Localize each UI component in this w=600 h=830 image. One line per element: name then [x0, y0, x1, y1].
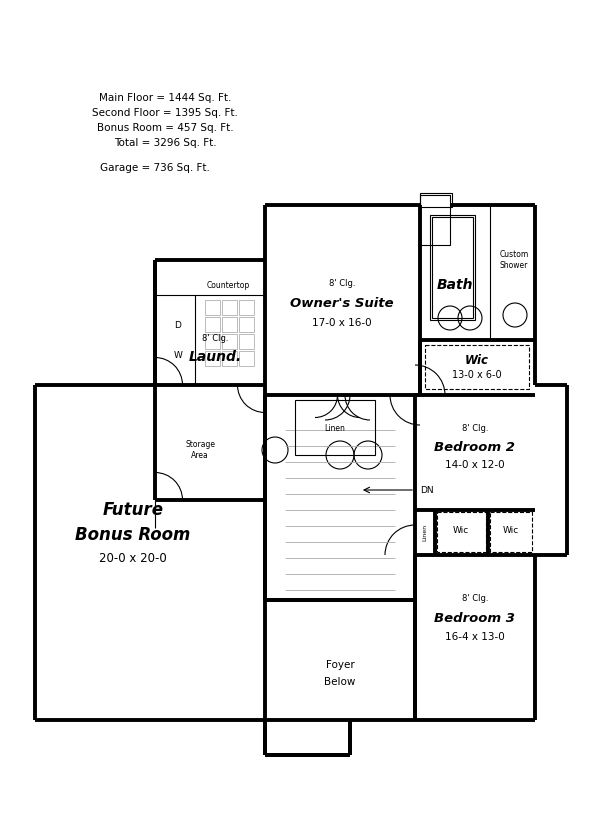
- Text: 8' Clg.: 8' Clg.: [202, 334, 228, 343]
- Text: Second Floor = 1395 Sq. Ft.: Second Floor = 1395 Sq. Ft.: [92, 108, 238, 118]
- Bar: [205, 351, 220, 366]
- Bar: [239, 351, 254, 366]
- Text: D: D: [175, 320, 181, 330]
- Text: Foyer: Foyer: [326, 660, 355, 670]
- Text: Storage
Area: Storage Area: [185, 440, 215, 460]
- Bar: [420, 195, 450, 245]
- Bar: [432, 217, 473, 318]
- Bar: [415, 510, 435, 555]
- Text: Linen: Linen: [325, 423, 346, 432]
- Text: Wic: Wic: [503, 525, 519, 535]
- Text: Bedroom 2: Bedroom 2: [434, 441, 515, 453]
- Text: Wic: Wic: [453, 525, 469, 535]
- Bar: [222, 351, 237, 366]
- Bar: [222, 317, 237, 332]
- Text: Future: Future: [103, 501, 163, 519]
- Bar: [420, 193, 452, 207]
- Bar: [239, 300, 254, 315]
- Text: Garage = 736 Sq. Ft.: Garage = 736 Sq. Ft.: [100, 163, 210, 173]
- Text: 13-0 x 6-0: 13-0 x 6-0: [452, 370, 502, 380]
- Text: Bath: Bath: [437, 278, 473, 292]
- Bar: [430, 215, 475, 320]
- Bar: [205, 300, 220, 315]
- Bar: [437, 512, 486, 552]
- Bar: [239, 334, 254, 349]
- Text: 8' Clg.: 8' Clg.: [462, 593, 488, 603]
- Text: Owner's Suite: Owner's Suite: [290, 296, 394, 310]
- Text: Countertop: Countertop: [206, 281, 250, 290]
- Bar: [239, 317, 254, 332]
- Bar: [425, 345, 529, 389]
- Text: Bonus Room = 457 Sq. Ft.: Bonus Room = 457 Sq. Ft.: [97, 123, 233, 133]
- Text: 16-4 x 13-0: 16-4 x 13-0: [445, 632, 505, 642]
- Text: Custom
Shower: Custom Shower: [499, 251, 529, 270]
- Bar: [490, 512, 532, 552]
- Text: Main Floor = 1444 Sq. Ft.: Main Floor = 1444 Sq. Ft.: [99, 93, 231, 103]
- Text: 14-0 x 12-0: 14-0 x 12-0: [445, 460, 505, 470]
- Text: DN: DN: [420, 486, 434, 495]
- Text: 8' Clg.: 8' Clg.: [462, 423, 488, 432]
- Text: Laund.: Laund.: [188, 350, 242, 364]
- Bar: [222, 334, 237, 349]
- Text: 17-0 x 16-0: 17-0 x 16-0: [312, 318, 372, 328]
- Text: Below: Below: [325, 677, 356, 687]
- Text: W: W: [173, 350, 182, 359]
- Text: 20-0 x 20-0: 20-0 x 20-0: [99, 551, 167, 564]
- Text: Wic: Wic: [465, 354, 489, 367]
- Text: Linen: Linen: [422, 524, 427, 540]
- Bar: [295, 400, 375, 455]
- Text: Bonus Room: Bonus Room: [76, 526, 191, 544]
- Text: Bedroom 3: Bedroom 3: [434, 612, 515, 624]
- Bar: [222, 300, 237, 315]
- Text: 8' Clg.: 8' Clg.: [329, 279, 355, 287]
- Bar: [205, 334, 220, 349]
- Bar: [205, 317, 220, 332]
- Text: Total = 3296 Sq. Ft.: Total = 3296 Sq. Ft.: [113, 138, 217, 148]
